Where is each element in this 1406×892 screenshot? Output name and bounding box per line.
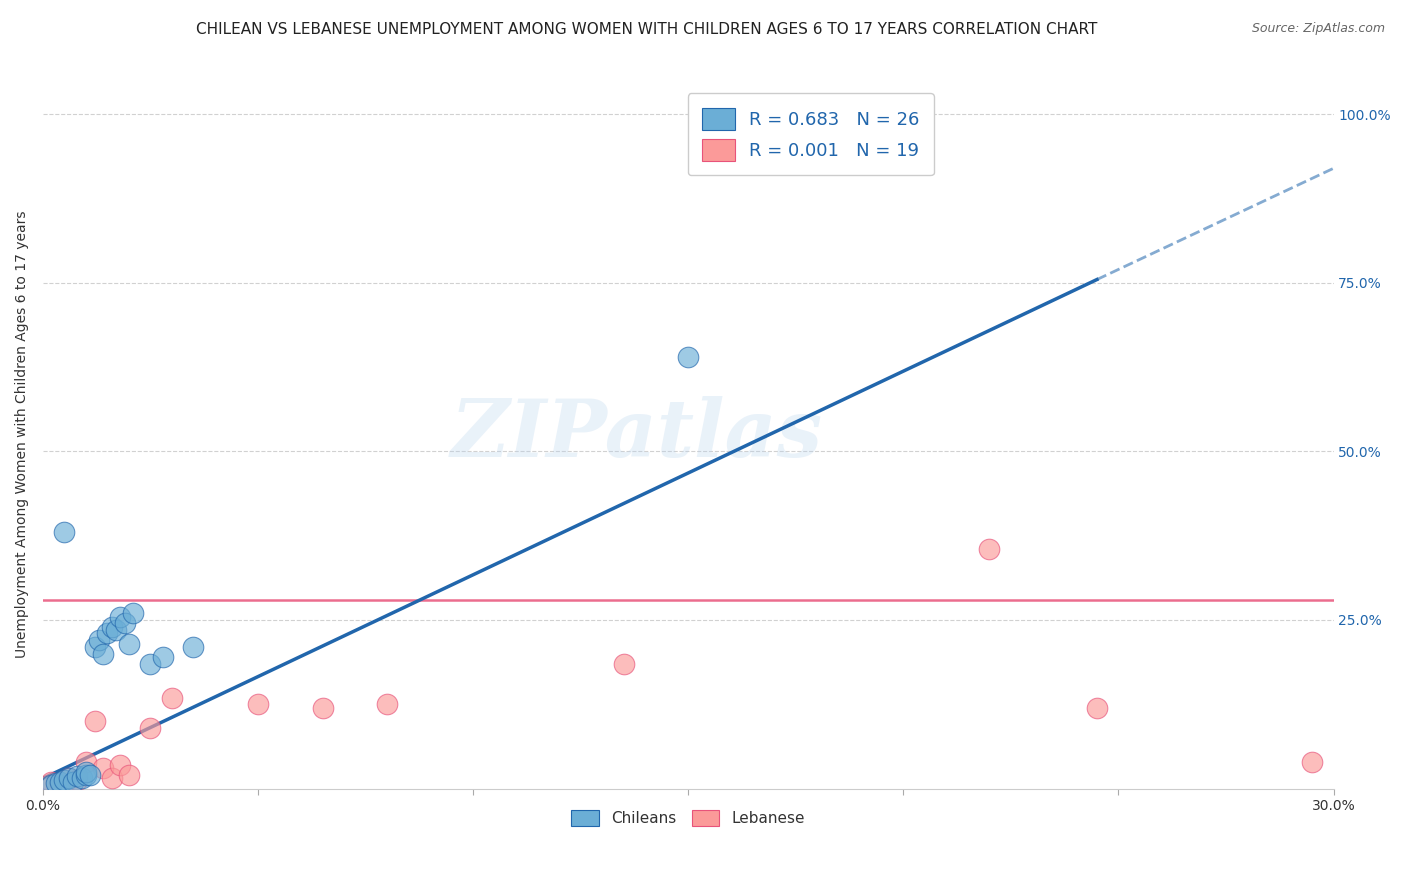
Y-axis label: Unemployment Among Women with Children Ages 6 to 17 years: Unemployment Among Women with Children A… xyxy=(15,211,30,658)
Point xyxy=(79,768,101,782)
Point xyxy=(41,778,63,792)
Point xyxy=(105,623,128,637)
Point xyxy=(62,774,84,789)
Point xyxy=(70,772,93,786)
Point xyxy=(311,700,333,714)
Point xyxy=(75,768,97,782)
Point xyxy=(110,609,132,624)
Point xyxy=(160,690,183,705)
Point xyxy=(58,772,80,786)
Point xyxy=(139,721,162,735)
Point xyxy=(100,772,122,786)
Point xyxy=(1301,755,1323,769)
Point xyxy=(139,657,162,671)
Point xyxy=(1085,700,1108,714)
Point xyxy=(152,650,174,665)
Point xyxy=(49,774,72,789)
Point xyxy=(75,755,97,769)
Point xyxy=(676,350,699,364)
Point xyxy=(979,542,1001,557)
Point xyxy=(100,620,122,634)
Point xyxy=(118,768,141,782)
Point xyxy=(58,772,80,786)
Point xyxy=(83,640,105,654)
Text: Source: ZipAtlas.com: Source: ZipAtlas.com xyxy=(1251,22,1385,36)
Point xyxy=(87,633,110,648)
Point xyxy=(45,776,67,790)
Point xyxy=(53,525,76,540)
Point xyxy=(613,657,636,671)
Legend: Chileans, Lebanese: Chileans, Lebanese xyxy=(564,803,813,834)
Point xyxy=(75,764,97,779)
Point xyxy=(183,640,205,654)
Point xyxy=(91,761,114,775)
Point xyxy=(91,647,114,661)
Point xyxy=(66,773,89,788)
Point xyxy=(118,637,141,651)
Text: ZIPatlas: ZIPatlas xyxy=(450,396,823,474)
Point xyxy=(110,758,132,772)
Point xyxy=(41,774,63,789)
Point xyxy=(49,776,72,790)
Point xyxy=(246,698,269,712)
Point xyxy=(375,698,398,712)
Point xyxy=(53,773,76,788)
Point xyxy=(114,616,136,631)
Point xyxy=(122,606,145,620)
Point xyxy=(83,714,105,728)
Text: CHILEAN VS LEBANESE UNEMPLOYMENT AMONG WOMEN WITH CHILDREN AGES 6 TO 17 YEARS CO: CHILEAN VS LEBANESE UNEMPLOYMENT AMONG W… xyxy=(195,22,1098,37)
Point xyxy=(96,626,118,640)
Point xyxy=(66,769,89,783)
